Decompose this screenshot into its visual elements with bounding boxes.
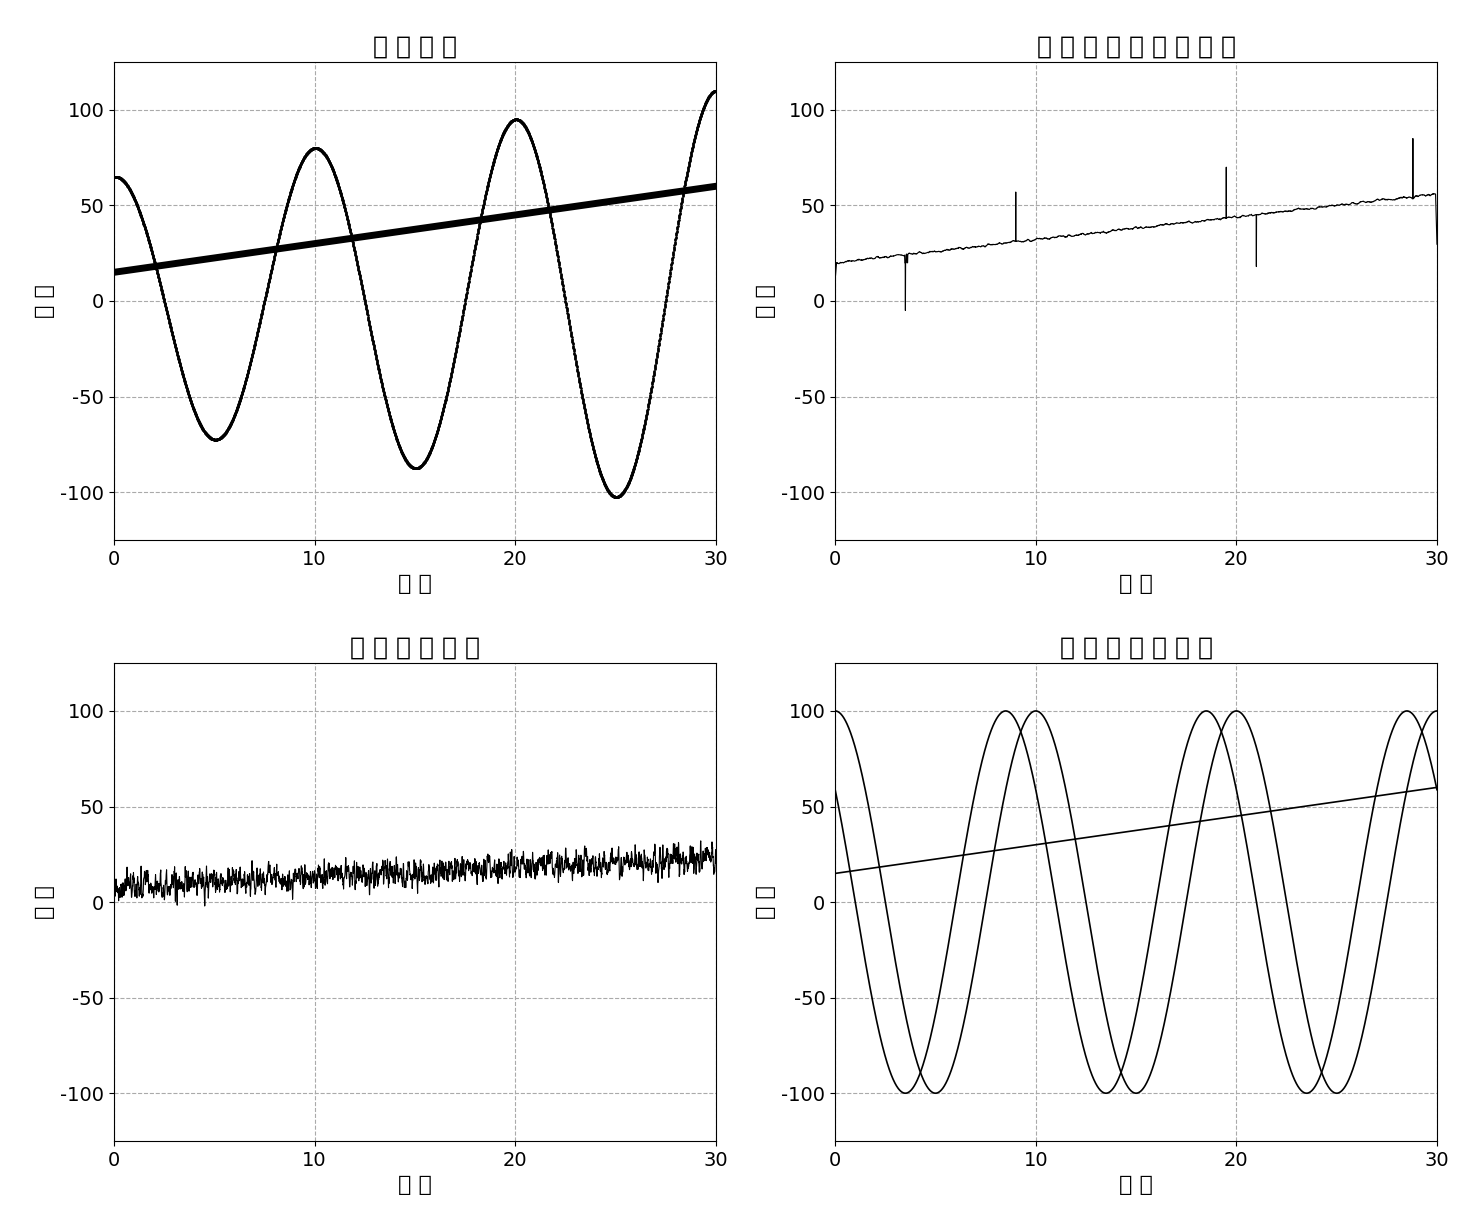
Title: 质 心 曲 线 提 取: 质 心 曲 线 提 取 [350, 636, 479, 659]
Title: 时 频 分 布: 时 频 分 布 [372, 34, 457, 59]
X-axis label: 时 间: 时 间 [1119, 574, 1153, 594]
X-axis label: 时 间: 时 间 [398, 574, 432, 594]
Y-axis label: 频 率: 频 率 [755, 284, 776, 317]
Y-axis label: 频 率: 频 率 [755, 886, 776, 919]
Y-axis label: 频 率: 频 率 [34, 284, 55, 317]
Y-axis label: 频 率: 频 率 [34, 886, 55, 919]
X-axis label: 时 间: 时 间 [1119, 1176, 1153, 1196]
X-axis label: 时 间: 时 间 [398, 1176, 432, 1196]
Title: 脊 线 （ 最 大 值 ） 提 取: 脊 线 （ 最 大 值 ） 提 取 [1036, 34, 1236, 59]
Title: 本 方 法 曲 线 提 取: 本 方 法 曲 线 提 取 [1060, 636, 1212, 659]
